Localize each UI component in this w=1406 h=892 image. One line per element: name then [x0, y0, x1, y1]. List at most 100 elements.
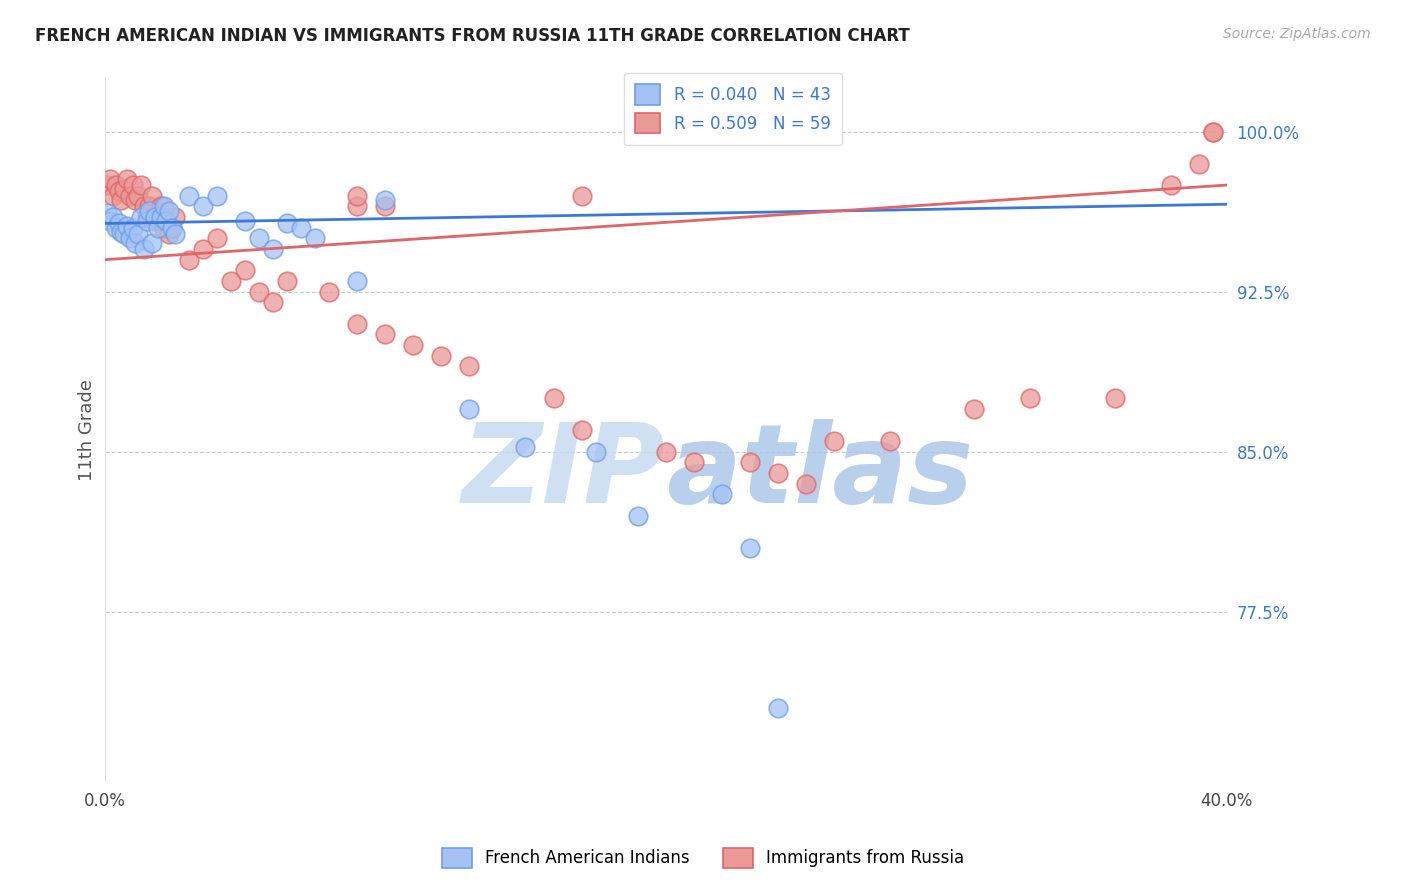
Point [247, 231, 270, 245]
Point [127, 188, 149, 202]
Point [132, 199, 155, 213]
Point [515, 441, 537, 455]
Point [346, 199, 368, 213]
Point [1202, 125, 1225, 139]
Point [963, 402, 986, 417]
Point [585, 444, 607, 458]
Point [155, 214, 177, 228]
Point [115, 219, 138, 233]
Point [374, 193, 396, 207]
Point [160, 220, 183, 235]
Point [146, 210, 169, 224]
Point [129, 178, 152, 192]
Point [98, 214, 121, 228]
Point [141, 235, 163, 250]
Point [1188, 157, 1211, 171]
Point [233, 263, 256, 277]
Point [118, 231, 141, 245]
Point [1104, 392, 1126, 406]
Point [138, 203, 160, 218]
Point [107, 217, 129, 231]
Point [110, 225, 132, 239]
Point [794, 476, 817, 491]
Point [107, 185, 129, 199]
Point [430, 349, 453, 363]
Point [191, 242, 214, 256]
Point [458, 402, 481, 417]
Point [1160, 178, 1182, 192]
Point [766, 466, 789, 480]
Point [121, 178, 143, 192]
Point [104, 220, 127, 235]
Point [1202, 125, 1225, 139]
Point [160, 220, 183, 235]
Point [101, 210, 124, 224]
Point [138, 199, 160, 213]
Point [879, 434, 901, 448]
Point [149, 199, 172, 213]
Point [129, 210, 152, 224]
Point [571, 423, 593, 437]
Point [262, 295, 284, 310]
Point [121, 220, 143, 235]
Point [135, 210, 157, 224]
Point [738, 541, 761, 555]
Point [101, 188, 124, 202]
Point [627, 508, 650, 523]
Point [112, 182, 135, 196]
Point [177, 252, 200, 267]
Legend: French American Indians, Immigrants from Russia: French American Indians, Immigrants from… [434, 841, 972, 875]
Point [96, 178, 118, 192]
Point [219, 274, 242, 288]
Point [304, 231, 326, 245]
Point [247, 285, 270, 299]
Point [112, 227, 135, 241]
Point [177, 188, 200, 202]
Point [163, 210, 186, 224]
Point [402, 338, 425, 352]
Point [146, 220, 169, 235]
Text: atlas: atlas [666, 419, 973, 526]
Point [157, 203, 180, 218]
Point [318, 285, 340, 299]
Point [346, 317, 368, 331]
Point [290, 220, 312, 235]
Point [571, 188, 593, 202]
Point [124, 193, 146, 207]
Point [157, 227, 180, 241]
Point [374, 199, 396, 213]
Point [205, 231, 228, 245]
Point [118, 188, 141, 202]
Point [823, 434, 845, 448]
Point [276, 274, 298, 288]
Point [152, 199, 174, 213]
Legend: R = 0.040   N = 43, R = 0.509   N = 59: R = 0.040 N = 43, R = 0.509 N = 59 [624, 72, 842, 145]
Point [152, 220, 174, 235]
Point [205, 188, 228, 202]
Point [346, 188, 368, 202]
Text: FRENCH AMERICAN INDIAN VS IMMIGRANTS FROM RUSSIA 11TH GRADE CORRELATION CHART: FRENCH AMERICAN INDIAN VS IMMIGRANTS FRO… [35, 27, 910, 45]
Point [149, 210, 172, 224]
Point [141, 188, 163, 202]
Point [143, 210, 166, 224]
Point [233, 214, 256, 228]
Point [766, 700, 789, 714]
Point [124, 235, 146, 250]
Point [163, 227, 186, 241]
Point [96, 206, 118, 220]
Point [127, 227, 149, 241]
Point [191, 199, 214, 213]
Point [155, 214, 177, 228]
Point [110, 193, 132, 207]
Point [543, 392, 565, 406]
Point [374, 327, 396, 342]
Point [346, 274, 368, 288]
Point [262, 242, 284, 256]
Y-axis label: 11th Grade: 11th Grade [79, 379, 96, 482]
Point [143, 214, 166, 228]
Point [115, 171, 138, 186]
Point [1019, 392, 1042, 406]
Point [98, 171, 121, 186]
Point [104, 178, 127, 192]
Text: Source: ZipAtlas.com: Source: ZipAtlas.com [1223, 27, 1371, 41]
